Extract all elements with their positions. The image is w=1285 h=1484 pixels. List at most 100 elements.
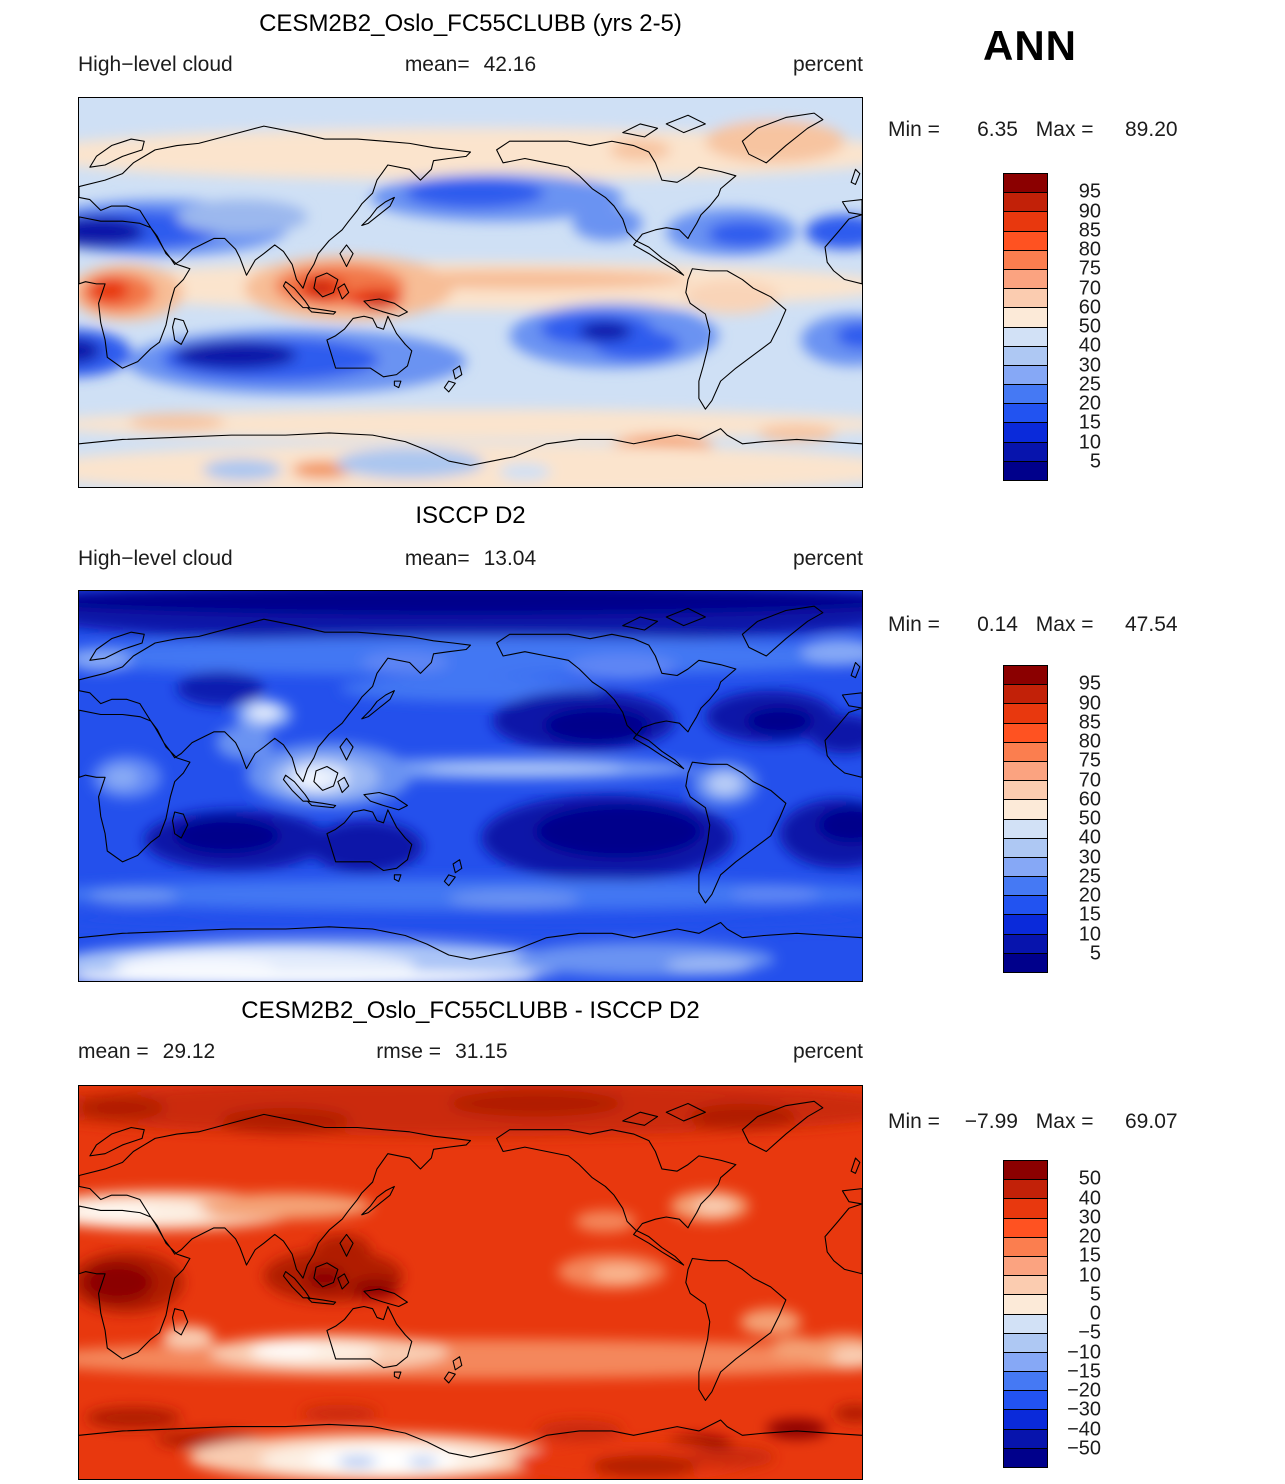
colorbar-segment <box>1004 1218 1047 1238</box>
panel1-subtitle-row: High−level cloud mean= 42.16 percent <box>78 53 863 79</box>
colorbar-difference <box>1003 1160 1048 1468</box>
colorbar-tick-label: 15 <box>1078 903 1101 926</box>
colorbar-segment <box>1004 1314 1047 1334</box>
colorbar-tick-label: 15 <box>1078 411 1101 434</box>
colorbar-segment <box>1004 365 1047 386</box>
colorbar-tick-label: 60 <box>1078 296 1101 319</box>
colorbar-tick-label: 85 <box>1078 219 1101 242</box>
colorbar-tick-label: 60 <box>1078 788 1101 811</box>
panel1-min-value: 6.35 <box>977 118 1018 141</box>
colorbar-tick-label: 80 <box>1078 730 1101 753</box>
colorbar-segment <box>1004 742 1047 762</box>
colorbar-segment <box>1004 423 1047 443</box>
colorbar-tick-label: 10 <box>1078 1264 1101 1286</box>
colorbar-segment <box>1004 442 1047 462</box>
colorbar-segment <box>1004 461 1047 480</box>
colorbar-tick-label: 90 <box>1078 692 1101 714</box>
colorbar-segment <box>1004 915 1047 935</box>
colorbar-segment <box>1004 1199 1047 1219</box>
colorbar-segment <box>1004 1295 1047 1315</box>
colorbar-observations <box>1003 665 1048 973</box>
panel2-mean: mean= 13.04 <box>404 547 537 570</box>
map-canvas-difference <box>79 1086 862 1479</box>
colorbar-tick-label: 95 <box>1078 672 1101 695</box>
colorbar-tick-label: 75 <box>1078 749 1101 772</box>
colorbar-segment <box>1004 1391 1047 1411</box>
panel3-rmse-value: 31.15 <box>455 1040 508 1063</box>
panel1-colorbar: 95 90 85 80 75 70 60 50 40 30 25 20 15 10 5 <box>1003 173 1153 481</box>
colorbar-segment <box>1004 838 1047 858</box>
panel3-title: CESM2B2_Oslo_FC55CLUBB - ISCCP D2 <box>241 997 700 1024</box>
colorbar-tick-label: 40 <box>1078 1187 1101 1209</box>
colorbar-segment <box>1004 289 1047 309</box>
colorbar-tick-label: 5 <box>1089 1283 1101 1306</box>
colorbar-segment <box>1004 666 1047 686</box>
colorbar-tick-label: 40 <box>1078 826 1101 849</box>
colorbar-tick-label: −40 <box>1067 1418 1101 1440</box>
panel1-title: CESM2B2_Oslo_FC55CLUBB (yrs 2-5) <box>259 10 682 37</box>
colorbar-segment <box>1004 1161 1047 1181</box>
colorbar-segment <box>1004 1276 1047 1296</box>
colorbar-segment <box>1004 1237 1047 1257</box>
colorbar-difference-labels: 50 40 30 20 15 10 5 0 −5 −10 −15 −20 −30 −40 −50 <box>1055 1160 1101 1468</box>
colorbar-tick-label: 25 <box>1078 865 1101 888</box>
colorbar-tick-label: 5 <box>1089 942 1101 965</box>
panel3-max-value: 69.07 <box>1125 1110 1178 1133</box>
panel2-variable-label: High−level cloud <box>78 547 233 570</box>
colorbar-tick-label: 30 <box>1078 354 1101 376</box>
colorbar-segment <box>1004 685 1047 705</box>
panel3-units-label: percent <box>792 1040 863 1063</box>
colorbar-tick-label: 5 <box>1089 450 1101 473</box>
map-canvas-model <box>79 98 862 487</box>
colorbar-segment <box>1004 723 1047 743</box>
colorbar-segment <box>1004 761 1047 782</box>
colorbar-segment <box>1004 953 1047 972</box>
colorbar-tick-label: −10 <box>1067 1341 1101 1363</box>
panel3-subtitle-row: mean = 29.12 rmse = 31.15 percent <box>78 1040 863 1066</box>
colorbar-segment <box>1004 212 1047 232</box>
colorbar-model-labels: 95 90 85 80 75 70 60 50 40 30 25 20 15 10 5 <box>1055 173 1101 481</box>
panel2-max-value: 47.54 <box>1125 613 1178 636</box>
colorbar-segment <box>1004 896 1047 916</box>
colorbar-tick-label: −30 <box>1067 1398 1101 1421</box>
colorbar-tick-label: 10 <box>1078 431 1101 453</box>
contour-field-observations <box>79 591 862 981</box>
panel1-minmax: Min = 6.35 Max = 89.20 <box>888 118 1178 141</box>
colorbar-tick-label: −5 <box>1078 1321 1101 1344</box>
contour-field-difference <box>79 1086 862 1479</box>
colorbar-segment <box>1004 1352 1047 1373</box>
colorbar-tick-label: 50 <box>1078 807 1101 830</box>
colorbar-tick-label: 75 <box>1078 257 1101 280</box>
colorbar-segment <box>1004 704 1047 724</box>
colorbar-tick-label: 70 <box>1078 277 1101 299</box>
colorbar-segment <box>1004 819 1047 839</box>
colorbar-tick-label: 50 <box>1078 1167 1101 1190</box>
panel2-colorbar: 95 90 85 80 75 70 60 50 40 30 25 20 15 10 5 <box>1003 665 1153 973</box>
colorbar-segment <box>1004 1410 1047 1430</box>
map-difference <box>78 1085 863 1480</box>
panel1-mean-value: 42.16 <box>483 53 537 76</box>
colorbar-segment <box>1004 327 1047 347</box>
panel1-variable-label: High−level cloud <box>78 53 233 76</box>
panel3-minmax: Min = −7.99 Max = 69.07 <box>888 1110 1178 1133</box>
panel1-units-label: percent <box>792 53 863 76</box>
colorbar-tick-label: 30 <box>1078 1206 1101 1229</box>
colorbar-segment <box>1004 269 1047 290</box>
map-observations <box>78 590 863 982</box>
colorbar-tick-label: 70 <box>1078 769 1101 791</box>
panel1-max-value: 89.20 <box>1125 118 1178 141</box>
map-model <box>78 97 863 488</box>
colorbar-segment <box>1004 193 1047 213</box>
panel2-subtitle-row: High−level cloud mean= 13.04 percent <box>78 547 863 573</box>
colorbar-segment <box>1004 781 1047 801</box>
panel3-min-value: −7.99 <box>964 1110 1018 1133</box>
colorbar-segment <box>1004 1256 1047 1277</box>
contour-field-model <box>79 98 862 487</box>
colorbar-segment <box>1004 174 1047 194</box>
colorbar-tick-label: −15 <box>1067 1360 1101 1383</box>
colorbar-tick-label: 20 <box>1078 392 1101 415</box>
colorbar-tick-label: −50 <box>1067 1437 1101 1460</box>
panel2-units-label: percent <box>792 547 863 570</box>
panel3-colorbar: 50 40 30 20 15 10 5 0 −5 −10 −15 −20 −30 −40 −50 <box>1003 1160 1153 1468</box>
